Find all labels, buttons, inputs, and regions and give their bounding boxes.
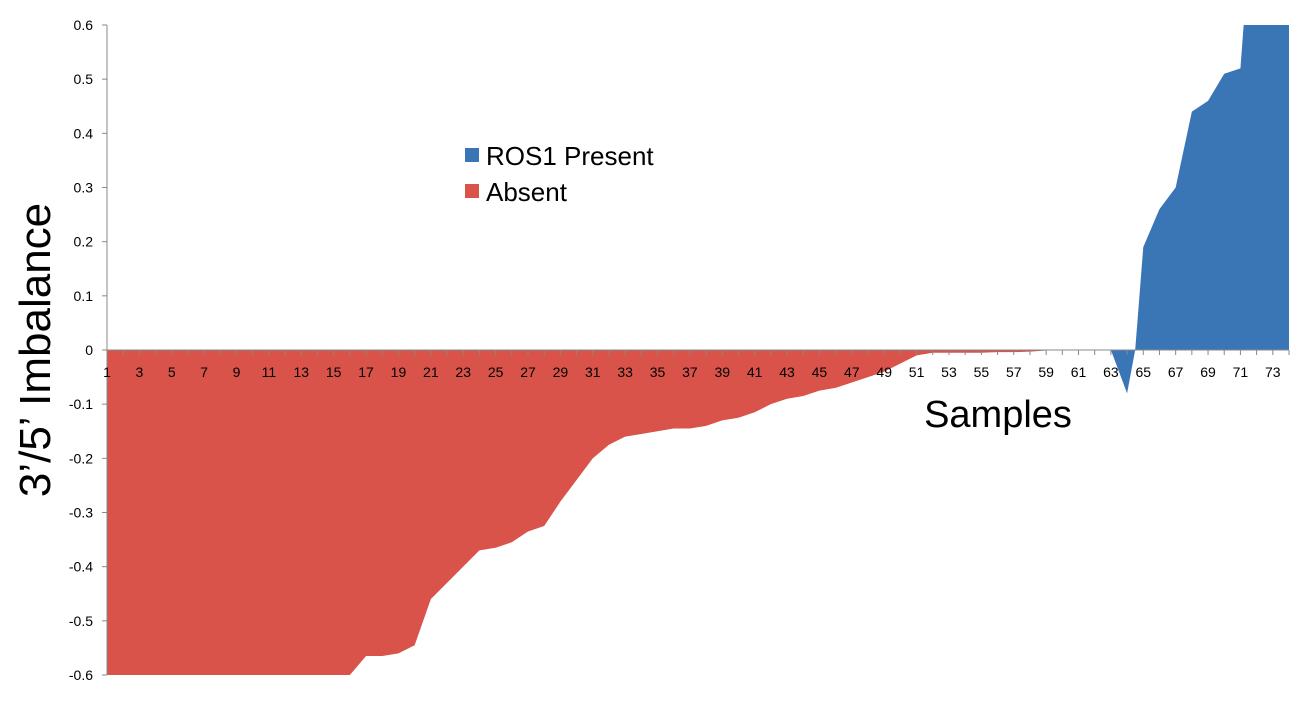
legend-label-absent: Absent [486,177,568,207]
x-tick-label: 47 [844,364,860,380]
y-tick-label: 0.3 [74,180,94,196]
x-tick-label: 51 [909,364,925,380]
x-tick-label: 9 [233,364,241,380]
legend-swatch-ros1-present [465,148,479,162]
x-tick-label: 3 [135,364,143,380]
y-tick-label: -0.5 [69,613,93,629]
x-tick-label: 73 [1265,364,1281,380]
y-tick-label: -0.6 [69,667,93,683]
y-tick-label: -0.4 [69,559,93,575]
x-tick-label: 23 [455,364,471,380]
x-tick-label: 61 [1071,364,1087,380]
x-tick-label: 25 [488,364,504,380]
x-tick-label: 71 [1233,364,1249,380]
y-tick-label: 0 [85,342,93,358]
x-tick-label: 11 [262,364,277,380]
x-tick-label: 15 [326,364,342,380]
y-tick-label: 0.5 [74,71,94,87]
x-tick-label: 41 [747,364,763,380]
area-ros1-present [1110,25,1289,394]
x-tick-label: 31 [585,364,601,380]
x-tick-label: 29 [553,364,569,380]
x-tick-label: 27 [520,364,536,380]
x-tick-label: 63 [1103,364,1119,380]
legend-label-ros1-present: ROS1 Present [486,141,654,171]
y-tick-label: -0.3 [69,505,93,521]
y-tick-label: -0.1 [69,396,93,412]
y-tick-label: 0.6 [74,17,94,33]
x-tick-label: 35 [650,364,666,380]
x-tick-label: 21 [423,364,439,380]
x-tick-label: 55 [974,364,990,380]
x-tick-label: 45 [812,364,828,380]
x-tick-label: 37 [682,364,698,380]
y-axis-ticks: 0.6 0.5 0.4 0.3 0.2 0.1 0 -0.1 -0.2 -0.3 -0.4 -0.5 -… [69,17,107,683]
x-tick-label: 65 [1135,364,1151,380]
x-tick-label: 33 [617,364,633,380]
x-tick-label: 17 [358,364,374,380]
x-tick-label: 53 [941,364,957,380]
x-tick-label: 7 [200,364,208,380]
y-tick-label: 0.2 [74,234,94,250]
x-axis-label: Samples [924,394,1072,436]
plot-areas [107,25,1289,675]
x-tick-label: 69 [1200,364,1216,380]
legend-swatch-absent [465,184,479,198]
y-tick-label: -0.2 [69,450,93,466]
y-tick-label: 0.4 [74,125,94,141]
x-tick-label: 43 [779,364,795,380]
x-tick-label: 1 [103,364,111,380]
x-tick-label: 67 [1168,364,1184,380]
x-tick-label: 13 [294,364,310,380]
x-tick-label: 59 [1038,364,1054,380]
x-tick-label: 57 [1006,364,1022,380]
x-axis-ticks: 1 3 5 7 9 11 13 15 17 19 21 23 25 27 29 31 33 35 37 39 41 43 4… [103,350,1290,380]
x-tick-label: 5 [168,364,176,380]
x-tick-label: 49 [876,364,892,380]
y-tick-label: 0.1 [74,288,94,304]
y-axis-label: 3’/5’ Imbalance [11,203,60,497]
x-tick-label: 39 [714,364,730,380]
area-absent [107,350,1111,675]
legend: ROS1 Present Absent [465,141,654,207]
x-tick-label: 19 [391,364,407,380]
